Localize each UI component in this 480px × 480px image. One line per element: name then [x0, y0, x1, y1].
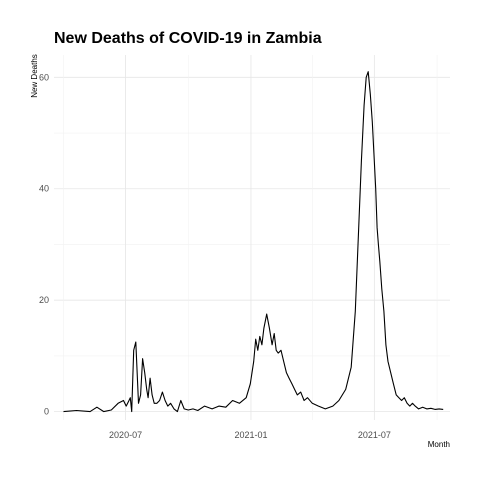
x-tick-label-2021-01: 2021-01	[234, 430, 267, 440]
y-tick-label-0: 0	[44, 407, 49, 417]
grid	[54, 55, 450, 420]
x-tick-label-2020-07: 2020-07	[109, 430, 142, 440]
y-tick-label-40: 40	[39, 184, 49, 194]
series-line-new-deaths	[63, 71, 444, 413]
x-ticks: 2020-07 2021-01 2021-07	[109, 430, 391, 440]
x-tick-label-2021-07: 2021-07	[358, 430, 391, 440]
y-axis-label: New Deaths	[30, 54, 39, 98]
y-tick-label-20: 20	[39, 295, 49, 305]
y-tick-label-60: 60	[39, 72, 49, 82]
y-ticks: 0 20 40 60	[39, 72, 49, 416]
chart-title: New Deaths of COVID-19 in Zambia	[54, 30, 322, 47]
x-axis-label: Month	[428, 440, 450, 449]
